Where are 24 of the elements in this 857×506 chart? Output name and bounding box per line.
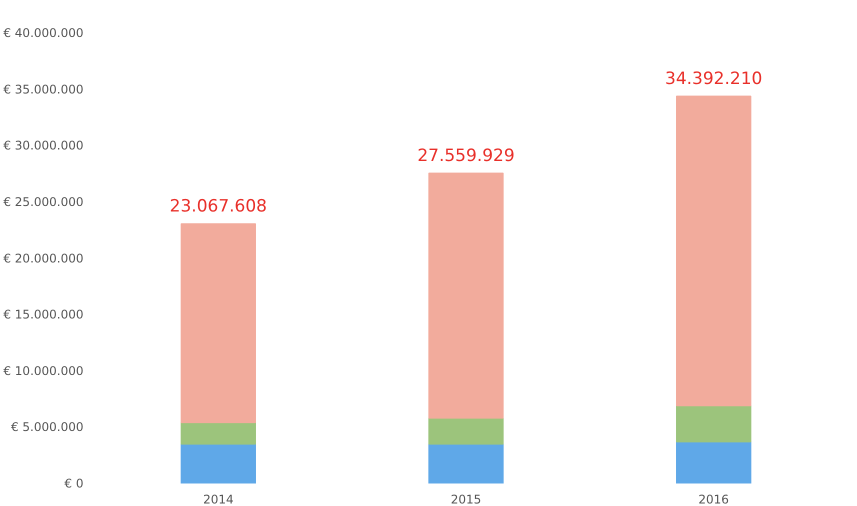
y-tick-label: € 40.000.000 [3, 26, 84, 40]
y-tick-label: € 35.000.000 [3, 82, 84, 96]
y-tick-label: € 20.000.000 [3, 251, 84, 266]
bar [676, 96, 752, 406]
bar [676, 405, 752, 442]
y-tick-label: € 15.000.000 [3, 308, 84, 322]
y-tick-label: € 10.000.000 [3, 364, 84, 378]
bar [180, 422, 256, 445]
x-tick-label: 2015 [450, 492, 482, 506]
y-tick-label: € 25.000.000 [3, 194, 84, 209]
total-label: 23.067.608 [170, 196, 268, 217]
bar [428, 172, 504, 419]
total-label: 27.559.929 [417, 146, 515, 166]
bar [428, 444, 504, 484]
bar [180, 223, 256, 424]
bar [428, 418, 504, 445]
bar [676, 441, 752, 484]
total-label: 34.392.210 [665, 69, 762, 90]
x-tick-label: 2016 [698, 492, 729, 506]
y-tick-label: € 5.000.000 [10, 420, 84, 434]
x-tick-label: 2014 [203, 492, 234, 506]
y-tick-label: € 30.000.000 [3, 138, 84, 153]
y-tick-label: € 0 [64, 476, 84, 490]
bar [180, 444, 256, 484]
